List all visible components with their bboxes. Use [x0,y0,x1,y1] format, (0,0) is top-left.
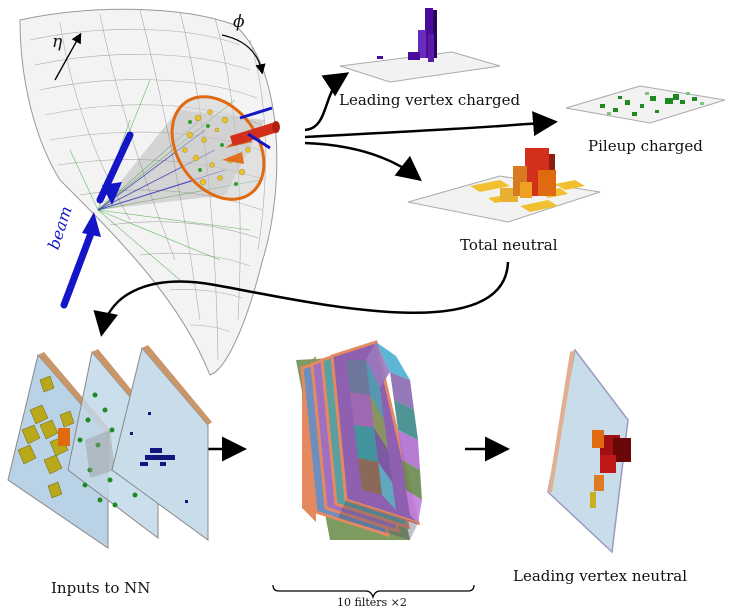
filter-brace [272,584,475,600]
filters-label: 10 filters ×2 [337,596,407,609]
leading-vertex-neutral-label: Leading vertex neutral [513,567,688,585]
branch-arrows [93,72,558,462]
eta-label: η [52,32,63,52]
pileup-charged-label: Pileup charged [588,137,703,155]
leading-vertex-charged-plot [339,8,501,83]
inputs-to-nn-label: Inputs to NN [51,579,151,597]
arrow-to-neutral [304,141,422,182]
detector-illustration [19,8,280,376]
arrow-to-inputs [93,261,510,337]
phi-arrow [221,34,266,75]
total-neutral-plot [407,148,601,223]
filter-top-grid [346,342,422,523]
input-panel-neutral [7,352,112,549]
filter-stack [296,340,422,540]
pileup-charged-plot [565,85,726,124]
input-panel-charged [111,345,212,541]
arrow-to-pileup [304,111,558,139]
total-neutral-label: Total neutral [460,236,558,254]
output-panel [547,348,631,554]
pileup-deposits [188,120,238,186]
beam-arrows [60,131,134,309]
arrow-to-leading-charged [304,72,350,132]
input-panels [7,345,212,549]
eta-arrow [54,32,82,81]
calorimeter-grid [29,9,266,361]
leading-jet-cylinder [230,122,278,146]
phi-label: ϕ [233,12,245,32]
leading-vertex-charged-label: Leading vertex charged [339,91,521,109]
